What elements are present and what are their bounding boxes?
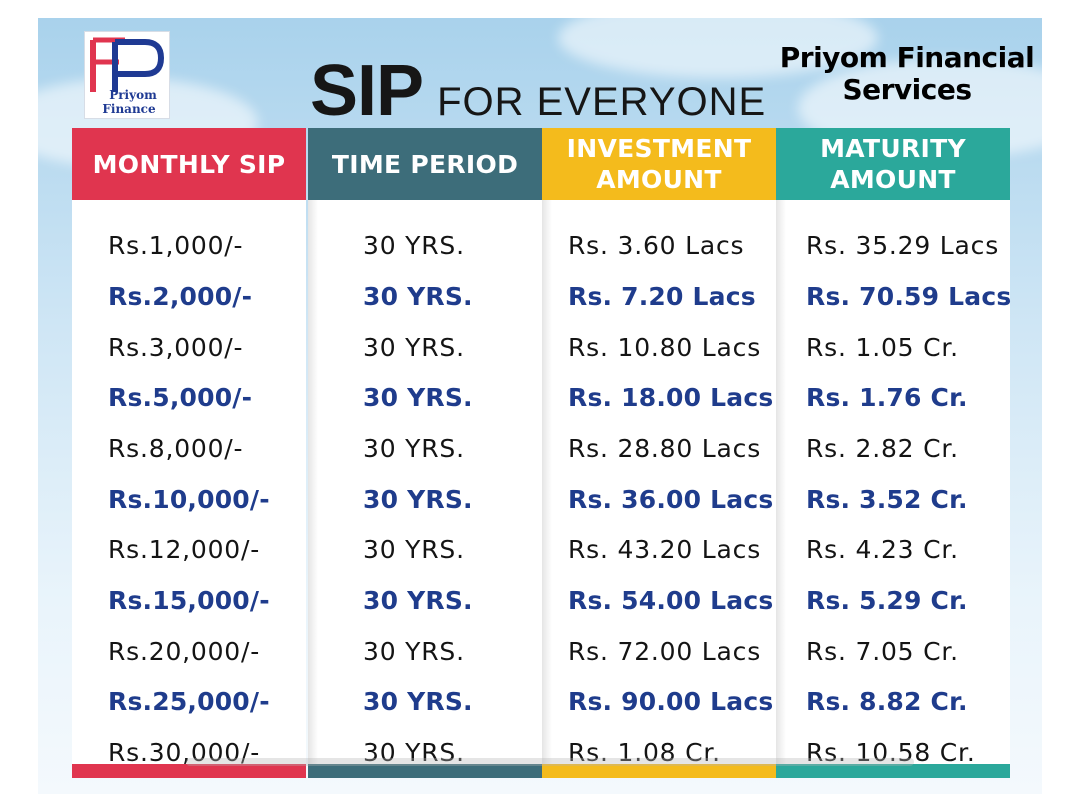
column-body bbox=[72, 200, 306, 768]
header-investment-amount: INVESTMENT AMOUNT bbox=[542, 128, 776, 200]
brand-line-2: Services bbox=[842, 73, 972, 106]
column-body bbox=[542, 200, 776, 768]
column-maturity-amount: MATURITY AMOUNT Rs. 35.29 Lacs Rs. 70.59 La… bbox=[776, 128, 1012, 778]
table-cell-investment-amount: Rs. 54.00 Lacs bbox=[568, 586, 774, 615]
column-investment-amount: INVESTMENT AMOUNT Rs. 3.60 Lacs Rs. 7.20 La… bbox=[542, 128, 776, 778]
horizontal-scrollbar[interactable] bbox=[186, 758, 914, 766]
table-cell-time-period: 30 YRS. bbox=[363, 231, 465, 260]
column-footer-bar bbox=[72, 764, 306, 778]
title-sip: SIP bbox=[310, 51, 424, 131]
table-cell-monthly-sip: Rs.12,000/- bbox=[108, 535, 261, 564]
sip-table: MONTHLY SIP Rs.1,000/- Rs.2,000/- Rs.3,000/… bbox=[72, 128, 1012, 778]
table-cell-investment-amount: Rs. 43.20 Lacs bbox=[568, 535, 762, 564]
table-cell-investment-amount: Rs. 36.00 Lacs bbox=[568, 485, 774, 514]
column-divider bbox=[776, 200, 786, 768]
table-cell-monthly-sip: Rs.20,000/- bbox=[108, 637, 261, 666]
table-cell-monthly-sip: Rs.25,000/- bbox=[108, 687, 270, 716]
column-footer-bar bbox=[308, 764, 542, 778]
column-footer-bar bbox=[776, 764, 1010, 778]
column-time-period: TIME PERIOD 30 YRS. 30 YRS. 30 YRS. 30 YRS. 3… bbox=[308, 128, 542, 778]
table-cell-investment-amount: Rs. 90.00 Lacs bbox=[568, 687, 774, 716]
table-cell-maturity-amount: Rs. 1.05 Cr. bbox=[806, 333, 959, 362]
table-cell-monthly-sip: Rs.10,000/- bbox=[108, 485, 270, 514]
table-cell-investment-amount: Rs. 18.00 Lacs bbox=[568, 383, 774, 412]
header-label: AMOUNT bbox=[830, 165, 956, 194]
brand-line-1: Priyom Financial bbox=[779, 41, 1035, 74]
table-cell-investment-amount: Rs. 7.20 Lacs bbox=[568, 282, 756, 311]
column-monthly-sip: MONTHLY SIP Rs.1,000/- Rs.2,000/- Rs.3,000/… bbox=[72, 128, 306, 778]
table-cell-maturity-amount: Rs. 2.82 Cr. bbox=[806, 434, 959, 463]
table-cell-monthly-sip: Rs.1,000/- bbox=[108, 231, 244, 260]
header-label: AMOUNT bbox=[596, 165, 722, 194]
table-cell-time-period: 30 YRS. bbox=[363, 535, 465, 564]
header-label: INVESTMENT bbox=[566, 134, 752, 163]
table-cell-investment-amount: Rs. 3.60 Lacs bbox=[568, 231, 745, 260]
column-body bbox=[776, 200, 1010, 768]
pf-logo-icon bbox=[90, 37, 165, 92]
table-cell-time-period: 30 YRS. bbox=[363, 637, 465, 666]
title-for-everyone: FOR EVERYONE bbox=[437, 80, 767, 124]
table-cell-maturity-amount: Rs. 70.59 Lacs bbox=[806, 282, 1012, 311]
table-cell-time-period: 30 YRS. bbox=[363, 485, 473, 514]
table-cell-investment-amount: Rs. 72.00 Lacs bbox=[568, 637, 762, 666]
header-label: TIME PERIOD bbox=[331, 149, 519, 179]
table-cell-maturity-amount: Rs. 35.29 Lacs bbox=[806, 231, 1000, 260]
table-cell-monthly-sip: Rs.30,000/- bbox=[108, 738, 261, 767]
table-cell-time-period: 30 YRS. bbox=[363, 586, 473, 615]
column-divider bbox=[308, 200, 318, 768]
table-cell-time-period: 30 YRS. bbox=[363, 282, 473, 311]
header-label: MATURITY bbox=[820, 134, 966, 163]
priyom-finance-logo: Priyom Finance bbox=[84, 31, 170, 119]
table-cell-maturity-amount: Rs. 4.23 Cr. bbox=[806, 535, 959, 564]
column-body bbox=[308, 200, 542, 768]
table-cell-maturity-amount: Rs. 8.82 Cr. bbox=[806, 687, 968, 716]
table-cell-maturity-amount: Rs. 3.52 Cr. bbox=[806, 485, 968, 514]
column-footer-bar bbox=[542, 764, 776, 778]
header-time-period: TIME PERIOD bbox=[308, 128, 542, 200]
table-cell-monthly-sip: Rs.15,000/- bbox=[108, 586, 270, 615]
table-cell-investment-amount: Rs. 10.80 Lacs bbox=[568, 333, 762, 362]
table-cell-maturity-amount: Rs. 10.58 Cr. bbox=[806, 738, 976, 767]
table-cell-time-period: 30 YRS. bbox=[363, 383, 473, 412]
logo-text-priyom: Priyom bbox=[109, 88, 157, 102]
table-cell-time-period: 30 YRS. bbox=[363, 738, 465, 767]
table-cell-maturity-amount: Rs. 1.76 Cr. bbox=[806, 383, 968, 412]
table-cell-monthly-sip: Rs.8,000/- bbox=[108, 434, 244, 463]
table-cell-time-period: 30 YRS. bbox=[363, 687, 473, 716]
table-cell-time-period: 30 YRS. bbox=[363, 434, 465, 463]
logo-text-finance: Finance bbox=[102, 102, 156, 116]
table-cell-monthly-sip: Rs.5,000/- bbox=[108, 383, 253, 412]
table-cell-investment-amount: Rs. 28.80 Lacs bbox=[568, 434, 762, 463]
table-cell-monthly-sip: Rs.2,000/- bbox=[108, 282, 253, 311]
brand-name: Priyom Financial Services bbox=[772, 42, 1042, 106]
poster-title: SIP FOR EVERYONE bbox=[310, 50, 766, 132]
table-cell-maturity-amount: Rs. 5.29 Cr. bbox=[806, 586, 968, 615]
header-label: MONTHLY SIP bbox=[92, 149, 286, 179]
table-cell-investment-amount: Rs. 1.08 Cr. bbox=[568, 738, 721, 767]
sip-poster: Priyom Finance SIP FOR EVERYONE Priyom Fi… bbox=[38, 18, 1042, 794]
header-monthly-sip: MONTHLY SIP bbox=[72, 128, 306, 200]
table-cell-time-period: 30 YRS. bbox=[363, 333, 465, 362]
column-divider bbox=[542, 200, 552, 768]
table-cell-monthly-sip: Rs.3,000/- bbox=[108, 333, 244, 362]
header-maturity-amount: MATURITY AMOUNT bbox=[776, 128, 1010, 200]
table-cell-maturity-amount: Rs. 7.05 Cr. bbox=[806, 637, 959, 666]
